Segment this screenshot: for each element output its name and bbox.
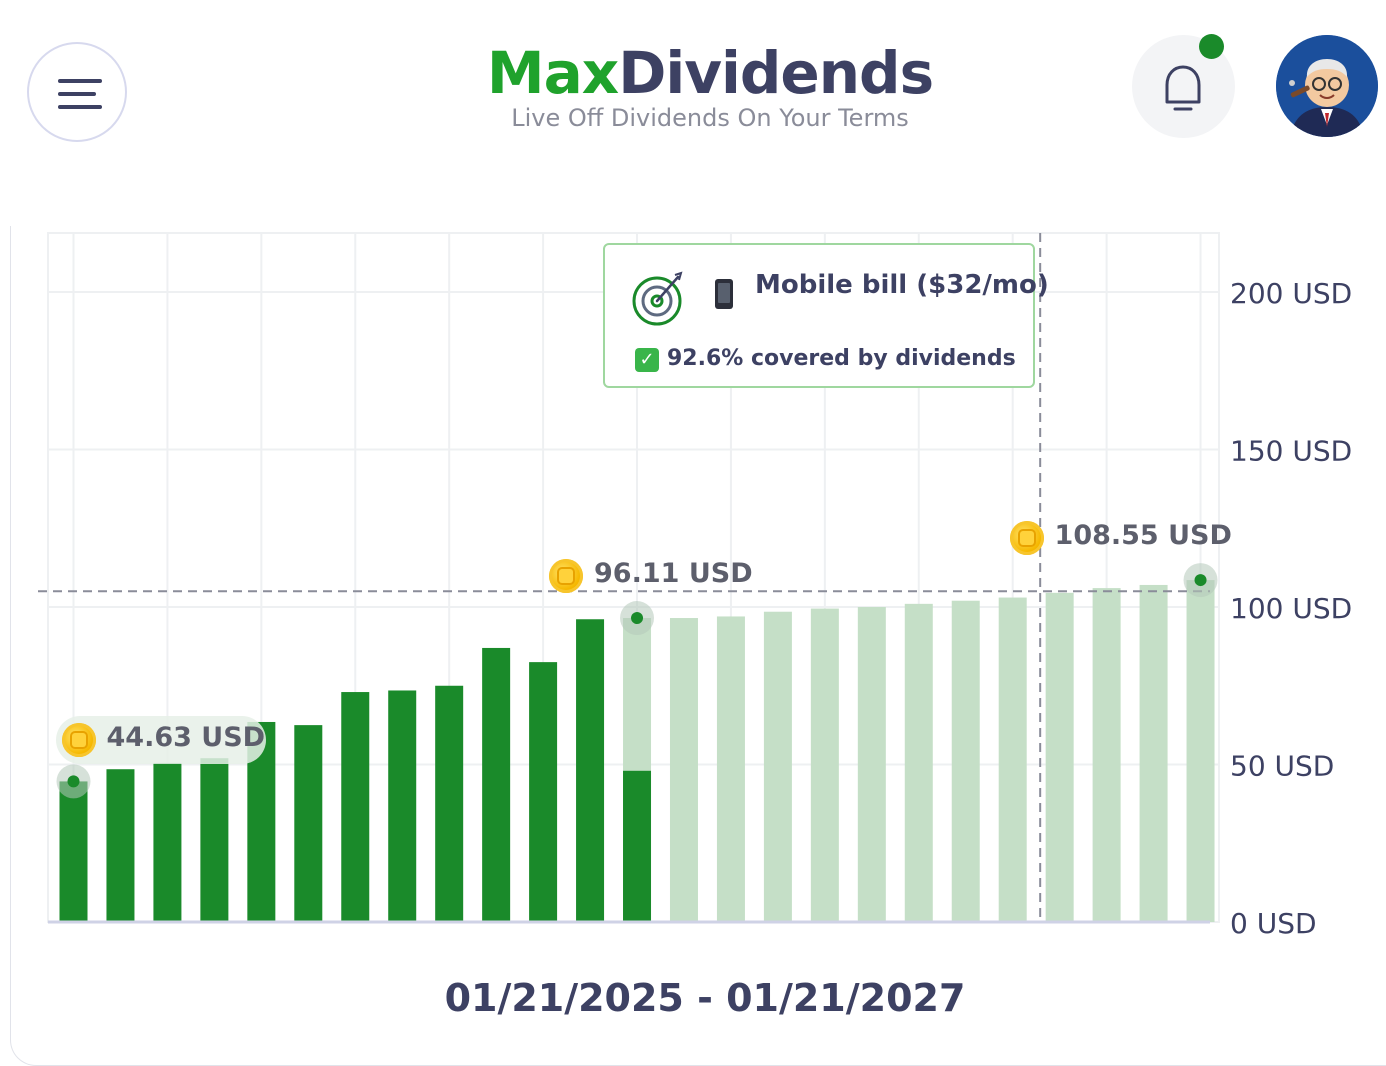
bar-actual	[153, 762, 182, 922]
bar-projected	[1186, 580, 1215, 922]
coin-icon-inner	[1019, 531, 1034, 546]
marker-dot	[1194, 574, 1207, 587]
menu-line	[58, 79, 102, 83]
goal-title: Mobile bill ($32/mo)	[755, 270, 1049, 300]
brand-logo[interactable]: MaxDividends Live Off Dividends On Your …	[480, 40, 940, 132]
menu-line	[58, 105, 102, 109]
marker-layer	[56, 563, 1218, 799]
bar-projected	[1045, 592, 1074, 922]
axis-layer: 0 USD 50 USD 100 USD 150 USD 200 USD	[48, 277, 1352, 940]
bar-actual	[529, 662, 558, 922]
bar-actual	[59, 781, 88, 922]
bar-projected	[716, 616, 745, 922]
bar-actual	[200, 758, 229, 922]
bar-projected	[904, 603, 933, 922]
date-range[interactable]: 01/21/2025 - 01/21/2027	[444, 976, 966, 1020]
marker-dot	[67, 775, 80, 788]
bar-actual	[294, 725, 323, 922]
annotation-label: 108.55 USD	[1054, 520, 1232, 552]
avatar-cartoon-icon	[1276, 35, 1378, 137]
bar-projected	[669, 618, 698, 922]
menu-button[interactable]	[27, 42, 127, 142]
bar-actual	[341, 692, 370, 922]
brand-tagline: Live Off Dividends On Your Terms	[511, 104, 909, 132]
bell-icon	[1165, 65, 1201, 111]
coverage-text: 92.6% covered by dividends	[667, 346, 1016, 371]
goal-tooltip: Mobile bill ($32/mo) ✓ 92.6% covered by …	[603, 243, 1049, 388]
bar-projected	[857, 607, 886, 922]
brand-title: MaxDividends	[480, 40, 940, 106]
bar-actual	[576, 619, 605, 922]
y-tick-label: 200 USD	[1230, 277, 1352, 310]
coin-icon	[1009, 521, 1044, 556]
target-icon	[632, 271, 683, 326]
bar-actual	[388, 690, 417, 922]
notification-dot	[1199, 34, 1224, 59]
dividend-chart: 0 USD 50 USD 100 USD 150 USD 200 USD	[38, 232, 1352, 940]
coin-icon	[61, 723, 96, 758]
avatar[interactable]	[1276, 35, 1378, 137]
bar-actual	[623, 770, 652, 922]
menu-line	[58, 92, 96, 96]
check-icon: ✓	[635, 348, 659, 372]
annotation-label: 96.11 USD	[594, 558, 753, 590]
bar-projected	[998, 597, 1027, 922]
coin-icon	[549, 559, 584, 594]
bar-projected	[763, 611, 792, 922]
brand-title-max: Max	[486, 39, 619, 107]
y-tick-label: 0 USD	[1230, 907, 1317, 940]
bar-projected	[1092, 588, 1121, 922]
annotation-label: 44.63 USD	[106, 722, 266, 754]
y-tick-label: 50 USD	[1230, 750, 1334, 783]
bar-projected	[810, 608, 839, 922]
brand-title-dividends: Dividends	[618, 39, 934, 107]
marker-dot	[631, 612, 644, 625]
bars-layer	[59, 580, 1215, 922]
bar-projected	[951, 600, 980, 922]
coin-icon-inner	[71, 733, 86, 748]
y-tick-label: 100 USD	[1230, 592, 1352, 625]
app-header: MaxDividends Live Off Dividends On Your …	[0, 0, 1386, 170]
mobile-phone-icon	[715, 279, 733, 309]
reference-layer	[38, 233, 1210, 922]
bar-actual	[435, 685, 464, 922]
coin-icon-inner	[559, 569, 574, 584]
bar-actual	[482, 647, 511, 922]
bar-projected	[1139, 584, 1168, 922]
bar-actual	[106, 769, 135, 922]
y-tick-label: 150 USD	[1230, 435, 1352, 468]
